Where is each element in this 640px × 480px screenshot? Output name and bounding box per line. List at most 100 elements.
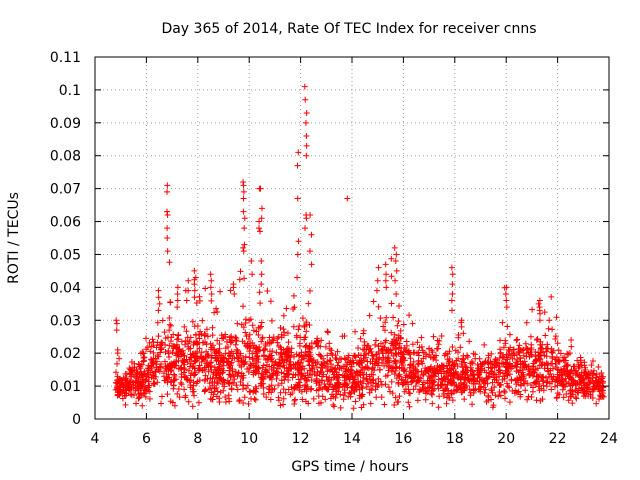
data-point — [574, 389, 581, 396]
data-point — [422, 385, 429, 392]
data-point — [150, 380, 157, 387]
data-point — [413, 370, 420, 377]
data-point — [487, 361, 494, 368]
data-point — [166, 259, 173, 266]
data-point — [358, 393, 365, 400]
data-point — [154, 319, 161, 326]
data-point — [560, 354, 567, 361]
data-point — [350, 405, 357, 412]
data-point — [156, 300, 163, 307]
data-point — [435, 404, 442, 411]
data-point — [238, 321, 245, 328]
data-point — [295, 371, 302, 378]
data-point — [173, 358, 180, 365]
data-point — [164, 182, 171, 189]
data-point — [447, 372, 454, 379]
data-point — [149, 336, 156, 343]
data-point — [425, 368, 432, 375]
data-point — [575, 365, 582, 372]
data-point — [373, 394, 380, 401]
data-point — [137, 382, 144, 389]
data-point — [295, 326, 302, 333]
data-point — [496, 388, 503, 395]
data-point — [240, 244, 247, 251]
data-point — [294, 365, 301, 372]
data-point — [527, 333, 534, 340]
data-point — [148, 357, 155, 364]
data-point — [207, 271, 214, 278]
data-point — [326, 340, 333, 347]
data-point — [410, 358, 417, 365]
data-point — [444, 376, 451, 383]
data-point — [427, 374, 434, 381]
data-point — [342, 368, 349, 375]
data-point — [544, 378, 551, 385]
data-point — [521, 380, 528, 387]
data-point — [595, 378, 602, 385]
data-point — [409, 363, 416, 370]
data-point — [393, 351, 400, 358]
data-point — [164, 211, 171, 218]
data-point — [126, 384, 133, 391]
data-point — [122, 401, 129, 408]
data-point — [369, 352, 376, 359]
data-point — [155, 307, 162, 314]
data-point — [181, 341, 188, 348]
data-point — [305, 300, 312, 307]
data-point — [588, 362, 595, 369]
data-point — [317, 368, 324, 375]
data-point — [241, 241, 248, 248]
data-point — [272, 359, 279, 366]
y-tick-label: 0.02 — [50, 346, 81, 362]
data-point — [584, 371, 591, 378]
data-point — [322, 343, 329, 350]
data-point — [320, 355, 327, 362]
data-point — [145, 387, 152, 394]
data-point — [116, 383, 123, 390]
data-point — [520, 373, 527, 380]
data-point — [434, 337, 441, 344]
data-point — [449, 271, 456, 278]
data-point — [223, 358, 230, 365]
data-point — [563, 390, 570, 397]
data-point — [291, 400, 298, 407]
data-point — [455, 349, 462, 356]
data-point — [444, 394, 451, 401]
chart-title: Day 365 of 2014, Rate Of TEC Index for r… — [161, 21, 536, 37]
data-point — [391, 402, 398, 409]
data-point — [171, 362, 178, 369]
y-tick-label: 0.03 — [50, 313, 81, 329]
data-point — [465, 375, 472, 382]
data-point — [249, 350, 256, 357]
data-point — [536, 297, 543, 304]
data-point — [590, 370, 597, 377]
data-point — [382, 337, 389, 344]
data-point — [295, 359, 302, 366]
data-point — [528, 345, 535, 352]
data-point — [208, 277, 215, 284]
data-point — [477, 363, 484, 370]
data-point — [419, 381, 426, 388]
data-point — [269, 358, 276, 365]
data-point — [194, 355, 201, 362]
data-point — [385, 384, 392, 391]
data-point — [514, 336, 521, 343]
data-point — [174, 297, 181, 304]
data-point — [506, 360, 513, 367]
data-point — [169, 399, 176, 406]
data-point — [137, 363, 144, 370]
data-point — [191, 267, 198, 274]
data-point — [168, 366, 175, 373]
data-point — [241, 215, 248, 222]
data-point — [303, 215, 310, 222]
data-point — [353, 369, 360, 376]
data-point — [288, 345, 295, 352]
data-point — [395, 332, 402, 339]
data-point — [402, 374, 409, 381]
data-point — [183, 356, 190, 363]
data-point — [462, 374, 469, 381]
data-point — [207, 385, 214, 392]
data-point — [237, 378, 244, 385]
data-point — [262, 368, 269, 375]
data-point — [393, 251, 400, 258]
